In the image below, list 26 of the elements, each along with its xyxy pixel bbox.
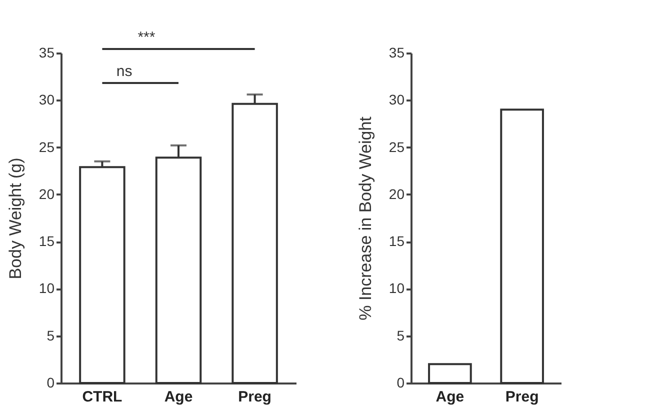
x-tick-label: CTRL xyxy=(82,388,122,406)
y-tick-label: 35 xyxy=(38,44,55,60)
y-tick-label: 25 xyxy=(388,138,405,155)
y-tick-label: 30 xyxy=(38,92,55,108)
y-tick-label: 10 xyxy=(388,280,405,296)
y-tick-label: 20 xyxy=(38,186,55,202)
x-tick-label: Age xyxy=(164,388,193,406)
y-axis-title: % Increase in Body Weight xyxy=(356,116,375,320)
y-tick-label: 0 xyxy=(396,374,405,390)
y-tick-label: 5 xyxy=(396,327,405,344)
y-tick-label: 0 xyxy=(46,374,55,390)
y-tick-label: 30 xyxy=(388,92,405,108)
x-tick-label: Preg xyxy=(238,388,272,406)
bar xyxy=(79,166,126,384)
y-tick-label: 15 xyxy=(388,233,405,250)
y-tick-label: 20 xyxy=(388,186,405,202)
y-tick-label: 15 xyxy=(38,233,55,250)
y-tick-label: 35 xyxy=(388,44,405,60)
y-tick-label: 5 xyxy=(46,327,55,344)
x-tick-label: Age xyxy=(436,388,464,406)
y-tick-label: 25 xyxy=(38,138,55,155)
text: *** xyxy=(138,29,156,46)
annotation: ns xyxy=(116,63,132,80)
y-tick-label: 10 xyxy=(38,280,55,296)
x-tick-label: Preg xyxy=(505,388,539,406)
y-axis-title: Body Weight (g) xyxy=(6,158,25,280)
